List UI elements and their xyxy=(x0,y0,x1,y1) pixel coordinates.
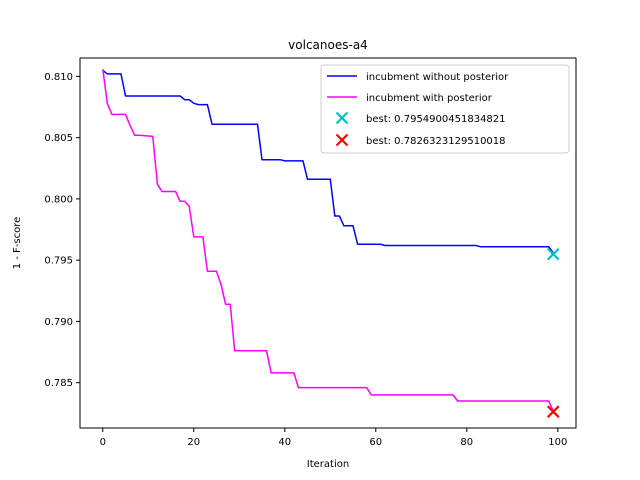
y-axis-label: 1 - F-score xyxy=(12,217,23,270)
y-tick-label: 0.805 xyxy=(44,133,73,144)
legend: incubment without posterior incubment wit… xyxy=(320,64,570,154)
y-tick-label: 0.795 xyxy=(44,256,73,267)
legend-label-1: incubment without posterior xyxy=(366,72,509,83)
best-marker-1 xyxy=(546,247,560,261)
y-tick-label: 0.785 xyxy=(44,378,73,389)
x-axis: 0 20 40 60 80 100 xyxy=(100,428,567,448)
chart-title: volcanoes-a4 xyxy=(288,38,368,52)
y-tick-label: 0.790 xyxy=(44,317,73,328)
best-marker-2 xyxy=(546,405,560,418)
legend-label-4: best: 0.7826323129510018 xyxy=(366,136,506,147)
x-tick-label: 100 xyxy=(548,437,567,448)
legend-marker-2 xyxy=(335,133,349,147)
y-tick-label: 0.810 xyxy=(44,72,73,83)
legend-box xyxy=(320,64,570,154)
series-line-2 xyxy=(102,68,554,412)
axes-frame xyxy=(79,57,577,429)
x-tick-label: 0 xyxy=(100,437,106,448)
x-tick-label: 40 xyxy=(278,437,291,448)
legend-label-3: best: 0.7954900451834821 xyxy=(366,114,506,125)
x-tick-label: 80 xyxy=(460,437,473,448)
x-axis-label: Iteration xyxy=(307,459,349,470)
legend-label-2: incubment with posterior xyxy=(366,93,493,104)
series-line-1 xyxy=(102,69,554,254)
plot-area xyxy=(102,68,560,418)
x-tick-label: 20 xyxy=(187,437,200,448)
y-axis: 0.785 0.790 0.795 0.800 0.805 0.810 xyxy=(44,72,80,389)
y-tick-label: 0.800 xyxy=(44,194,73,205)
x-tick-label: 60 xyxy=(369,437,382,448)
legend-marker-1 xyxy=(335,111,349,125)
